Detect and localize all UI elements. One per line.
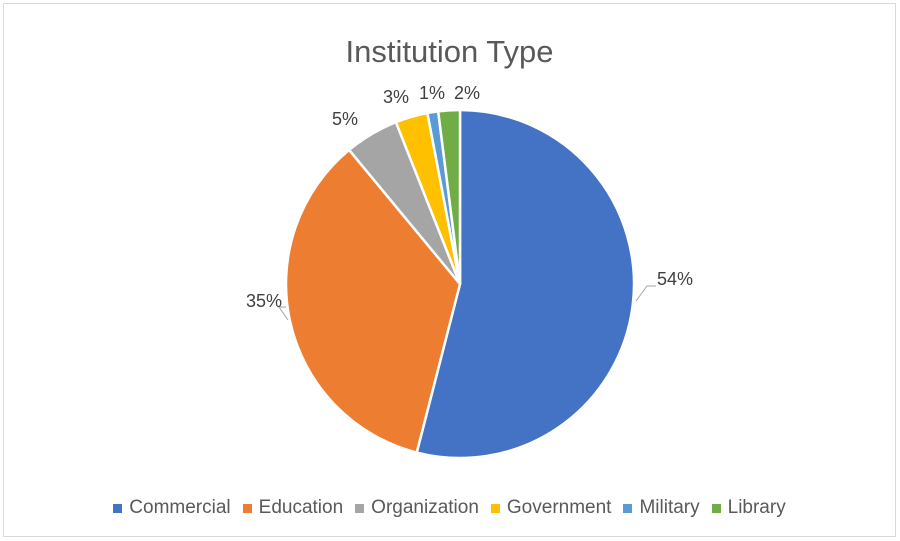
legend-label-commercial: Commercial <box>129 497 231 518</box>
pie-slice-commercial <box>415 108 636 460</box>
legend-item-organization: Organization <box>355 497 479 519</box>
chart-title: Institution Type <box>345 34 554 69</box>
data-label-organization: 5% <box>332 109 358 129</box>
legend-label-military: Military <box>639 497 700 518</box>
data-label-government: 3% <box>383 87 409 107</box>
legend-item-library: Library <box>711 497 786 519</box>
legend-swatch-military <box>623 503 633 513</box>
data-label-military: 1% <box>419 83 445 103</box>
legend-swatch-library <box>711 503 721 513</box>
legend-swatch-commercial <box>113 503 123 513</box>
pie-slice-education <box>284 148 462 454</box>
legend-label-education: Education <box>258 497 344 518</box>
data-label-library: 2% <box>454 83 480 103</box>
legend-item-military: Military <box>623 497 700 519</box>
legend-swatch-organization <box>355 503 365 513</box>
pie-slice-library <box>436 108 462 286</box>
data-label-commercial: 54% <box>657 269 693 289</box>
chart-legend: Commercial Education Organization Governmen… <box>4 497 895 519</box>
leader-line-commercial <box>635 285 656 302</box>
leader-line-education <box>278 306 289 321</box>
pie-chart: 54% 35% 5% 3% 1% 2% <box>246 83 693 460</box>
legend-item-commercial: Commercial <box>113 497 231 519</box>
legend-label-government: Government <box>506 497 612 518</box>
legend-swatch-education <box>242 503 252 513</box>
data-label-education: 35% <box>246 291 282 311</box>
chart-area: Institution Type 54% 35% 5% 3% 1% 2% Commerci… <box>3 3 896 537</box>
legend-item-government: Government <box>490 497 612 519</box>
legend-label-organization: Organization <box>371 497 479 518</box>
legend-label-library: Library <box>727 497 786 518</box>
legend-swatch-government <box>490 503 500 513</box>
legend-item-education: Education <box>242 497 344 519</box>
